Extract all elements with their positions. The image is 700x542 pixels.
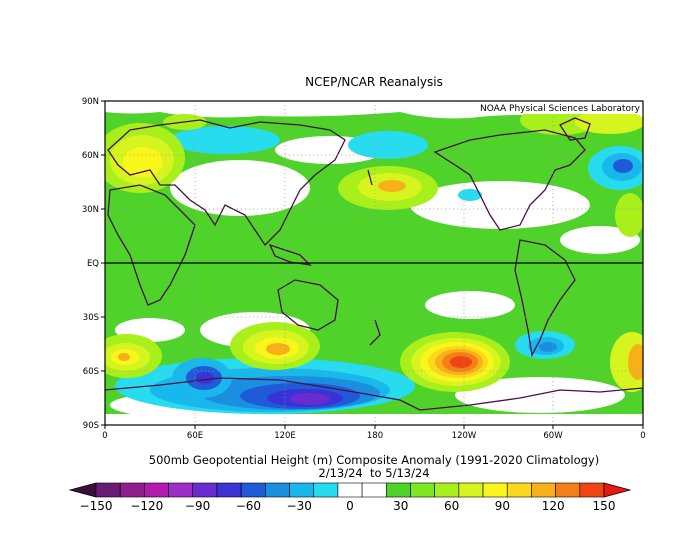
negative-anomalies <box>115 126 643 414</box>
map-frame: NOAA Physical Sciences Laboratory 90N 60… <box>82 97 646 441</box>
colorbar-bin <box>289 482 315 498</box>
colorbar: −150 −120 −90 −60 −30 0 30 60 90 120 150 <box>68 482 632 513</box>
lat-label: 90N <box>82 97 99 107</box>
colorbar-bin <box>506 482 532 498</box>
lat-label: 30N <box>82 205 99 215</box>
lon-label: 120W <box>452 431 477 441</box>
colorbar-bin <box>385 482 411 498</box>
caption-line-1: 500mb Geopotential Height (m) Composite … <box>149 453 599 467</box>
lon-label: 120E <box>274 431 296 441</box>
colorbar-tick-label: −120 <box>130 499 163 513</box>
colorbar-tick-label: 150 <box>593 499 616 513</box>
colorbar-tick-label: −60 <box>236 499 261 513</box>
colorbar-tick-label: −150 <box>80 499 113 513</box>
lon-label: 0 <box>640 431 645 441</box>
lon-label: 0 <box>102 431 107 441</box>
colorbar-tick-label: 30 <box>393 499 408 513</box>
lon-label: 60W <box>543 431 563 441</box>
chart-title: NCEP/NCAR Reanalysis <box>305 75 443 89</box>
lon-label: 60E <box>187 431 203 441</box>
colorbar-bin <box>531 482 556 498</box>
colorbar-bin <box>192 482 218 498</box>
credit-label: NOAA Physical Sciences Laboratory <box>480 104 641 114</box>
colorbar-bin <box>458 482 484 498</box>
colorbar-bin <box>265 482 290 498</box>
colorbar-tick-label: −90 <box>185 499 210 513</box>
caption-line-2: 2/13/24 to 5/13/24 <box>318 466 429 480</box>
colorbar-bin <box>119 482 145 498</box>
lat-label: 60S <box>83 367 99 377</box>
colorbar-bin <box>240 482 266 498</box>
colorbar-tick-label: −30 <box>287 499 312 513</box>
colorbar-bin <box>482 482 508 498</box>
longitude-labels: 0 60E 120E 180 120W 60W 0 <box>102 431 645 441</box>
colorbar-tick-label: 120 <box>542 499 565 513</box>
colorbar-high-arrow <box>603 482 632 498</box>
graticule <box>105 101 643 425</box>
colorbar-bin <box>95 482 121 498</box>
colorbar-bin <box>144 482 169 498</box>
colorbar-bin <box>216 482 242 498</box>
colorbar-tick-label: 90 <box>495 499 510 513</box>
colorbar-bin <box>313 482 339 498</box>
colorbar-bin <box>168 482 194 498</box>
lat-label: 30S <box>83 313 99 323</box>
colorbar-bin <box>579 482 605 498</box>
map-ticks <box>101 100 644 429</box>
colorbar-tick-label: 0 <box>346 499 354 513</box>
colorbar-bin <box>361 482 387 498</box>
colorbar-bin <box>410 482 435 498</box>
coastlines <box>105 117 643 411</box>
anomaly-field <box>105 101 643 425</box>
lon-label: 180 <box>367 431 383 441</box>
colorbar-low-arrow <box>68 482 97 498</box>
lat-label: 60N <box>82 151 99 161</box>
latitude-labels: 90N 60N 30N EQ 30S 60S 90S <box>82 97 99 431</box>
colorbar-bin <box>337 482 363 498</box>
colorbar-bin <box>555 482 581 498</box>
lat-label: EQ <box>87 259 99 269</box>
lat-label: 90S <box>83 421 99 431</box>
colorbar-tick-label: 60 <box>444 499 459 513</box>
colorbar-bin <box>434 482 460 498</box>
